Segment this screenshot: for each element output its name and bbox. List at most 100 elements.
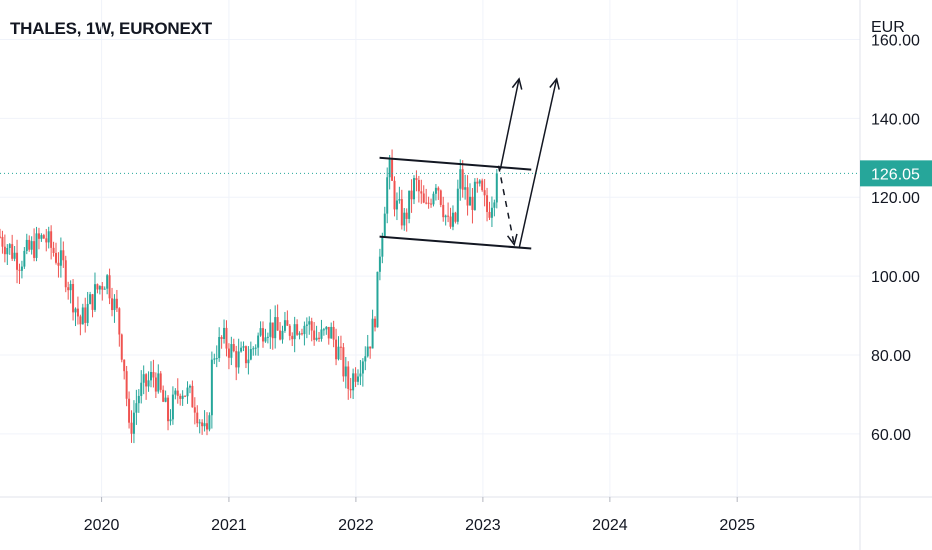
pullback-dashed-arrow-head	[506, 233, 518, 247]
candle-body	[486, 195, 489, 212]
candle-body	[412, 178, 415, 200]
candle-body	[142, 374, 145, 383]
candle-body	[106, 275, 109, 289]
candle-body	[378, 256, 381, 272]
candle-body	[130, 422, 133, 434]
candle-body	[361, 361, 364, 374]
candle-body	[135, 403, 138, 413]
candle-body	[188, 385, 191, 388]
candle-body	[35, 233, 38, 258]
candle-body	[62, 250, 65, 261]
candle-body	[59, 250, 62, 266]
candle-body	[398, 199, 401, 201]
candle-body	[57, 262, 60, 266]
candle-body	[120, 334, 123, 360]
candle-body	[313, 330, 316, 340]
time-axis[interactable]: 2020 2021 2022 2023 2024 2025	[84, 497, 755, 534]
candle-body	[157, 373, 160, 392]
candle-body	[244, 346, 247, 364]
candle-body	[444, 215, 447, 218]
candle-body	[208, 415, 211, 430]
candle-body	[403, 212, 406, 226]
candle-body	[288, 325, 291, 336]
candle-body	[3, 246, 6, 255]
candle-body	[303, 325, 306, 335]
candle-body	[405, 212, 408, 219]
candle-body	[483, 190, 486, 196]
candle-body	[493, 202, 496, 208]
candle-body	[371, 318, 374, 349]
candle-body	[254, 347, 257, 349]
last-price-badge-text: 126.05	[871, 166, 920, 183]
candle-body	[442, 204, 445, 218]
candlestick-series	[0, 149, 498, 444]
candle-body	[352, 373, 355, 391]
last-price-line: 126.05	[0, 160, 932, 187]
candle-body	[225, 327, 228, 349]
candle-body	[257, 335, 260, 348]
candle-body	[184, 395, 187, 397]
candle-body	[115, 298, 118, 309]
currency-label: EUR	[871, 19, 905, 36]
candle-body	[220, 336, 223, 339]
candle-body	[181, 395, 184, 399]
candle-body	[96, 284, 99, 290]
candle-body	[252, 348, 255, 350]
candle-body	[69, 283, 72, 291]
candle-body	[391, 159, 394, 181]
candle-body	[230, 344, 233, 358]
price-axis[interactable]: 60.00 80.00 100.00 120.00 140.00 160.00	[871, 32, 920, 443]
candle-body	[383, 213, 386, 237]
candle-body	[18, 269, 21, 271]
candle-body	[118, 308, 121, 335]
candle-body	[79, 316, 82, 325]
candle-body	[235, 351, 238, 368]
candle-body	[108, 275, 111, 299]
candle-body	[276, 317, 279, 331]
candle-body	[283, 320, 286, 331]
y-tick-label: 60.00	[871, 427, 911, 444]
x-tick-label: 2023	[465, 517, 501, 534]
candle-body	[205, 423, 208, 430]
candle-body	[408, 190, 411, 219]
candle-body	[315, 337, 318, 340]
candle-body	[381, 236, 384, 257]
candle-body	[439, 190, 442, 205]
y-tick-label: 80.00	[871, 348, 911, 365]
candle-body	[339, 346, 342, 348]
candle-body	[223, 327, 226, 339]
candle-body	[111, 298, 114, 311]
candle-body	[152, 371, 155, 378]
candle-body	[20, 266, 23, 271]
candle-body	[481, 180, 484, 191]
candle-body	[86, 303, 89, 323]
candle-body	[337, 346, 340, 360]
candle-body	[11, 244, 14, 259]
candle-body	[490, 207, 493, 218]
candle-body	[169, 419, 172, 422]
candle-body	[33, 241, 36, 258]
candle-body	[174, 390, 177, 395]
candle-body	[167, 397, 170, 422]
candle-body	[400, 199, 403, 226]
candle-body	[464, 187, 467, 190]
y-tick-label: 100.00	[871, 269, 920, 286]
candle-body	[335, 339, 338, 360]
candle-body	[364, 356, 367, 362]
candle-body	[193, 407, 196, 413]
candle-body	[93, 284, 96, 310]
candle-body	[37, 233, 40, 239]
x-tick-label: 2020	[84, 517, 120, 534]
projection-arrow-1-head	[511, 77, 523, 90]
candle-body	[281, 330, 284, 340]
candle-body	[451, 212, 454, 227]
candle-body	[128, 398, 131, 423]
candle-body	[103, 288, 106, 290]
candle-body	[374, 318, 377, 328]
candle-body	[476, 181, 479, 184]
candle-body	[45, 238, 48, 243]
candle-body	[74, 308, 77, 313]
candle-body	[227, 348, 230, 358]
candle-body	[16, 252, 19, 270]
